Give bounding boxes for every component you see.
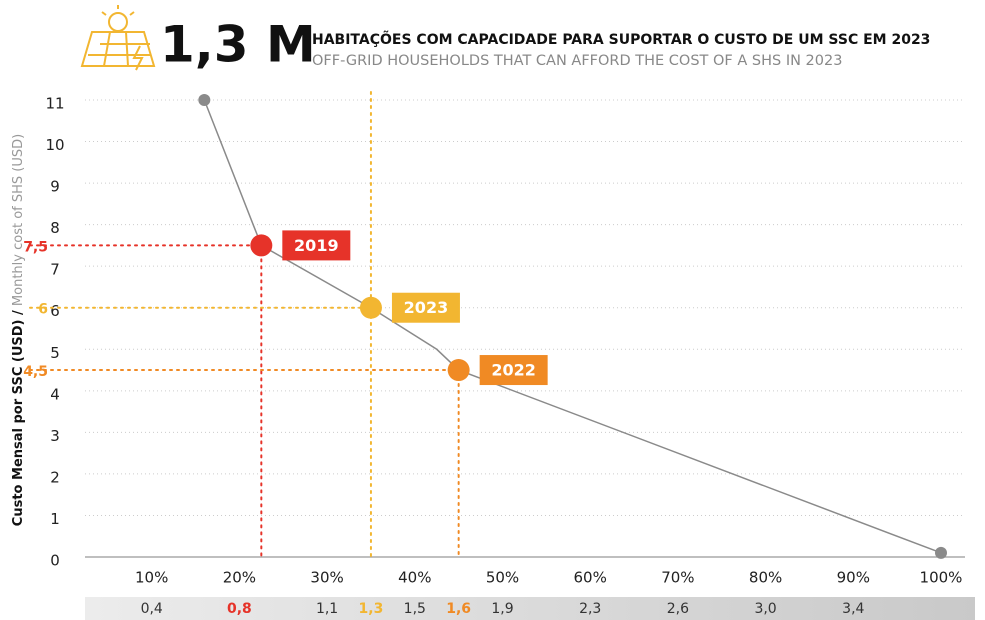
y-tick-label: 10 xyxy=(45,136,64,154)
y-axis-title-en: Monthly cost of SHS (USD) xyxy=(11,134,26,306)
bottom-label: 1,6 xyxy=(446,601,471,617)
x-tick-label: 100% xyxy=(920,569,963,587)
solar-icon xyxy=(80,5,156,71)
y-tick-label: 7 xyxy=(50,261,60,279)
year-label: 2019 xyxy=(294,236,339,255)
y-tick-label: 2 xyxy=(50,468,60,486)
y-axis-title: Custo Mensal por SSC (USD) / Monthly cos… xyxy=(11,134,26,526)
y-axis-title-pt: Custo Mensal por SSC (USD) / xyxy=(11,310,26,526)
line xyxy=(203,99,942,554)
highlight-y-label: 6 xyxy=(38,302,48,318)
bottom-label: 2,3 xyxy=(579,601,601,617)
end-point xyxy=(198,94,211,106)
chart-title: HABITAÇÕES COM CAPACIDADE PARA SUPORTAR … xyxy=(312,30,930,48)
bottom-label: 3,4 xyxy=(842,601,864,617)
bottom-label: 1,3 xyxy=(359,601,384,617)
y-tick-label: 3 xyxy=(50,427,60,445)
highlight-y-label: 4,5 xyxy=(23,364,48,380)
year-label: 2022 xyxy=(491,361,536,380)
bottom-label: 1,9 xyxy=(491,601,513,617)
headline: 1,3 M xyxy=(160,16,316,74)
highlight-point xyxy=(250,234,273,257)
x-tick-label: 50% xyxy=(486,569,519,587)
x-tick-label: 60% xyxy=(574,569,607,587)
bottom-label: 3,0 xyxy=(754,601,776,617)
bottom-label: 2,6 xyxy=(667,601,689,617)
y-tick-label: 1 xyxy=(50,510,60,528)
y-tick-label: 9 xyxy=(50,178,60,196)
highlight-y-label: 7,5 xyxy=(23,239,48,255)
y-tick-label: 0 xyxy=(50,552,60,570)
bottom-band xyxy=(85,597,975,620)
highlight-point xyxy=(359,296,382,319)
x-tick-label: 80% xyxy=(749,569,782,587)
y-tick-label: 8 xyxy=(50,219,60,237)
bottom-label: 0,4 xyxy=(141,601,163,617)
bottom-label: 1,1 xyxy=(316,601,338,617)
year-box xyxy=(391,292,460,323)
bottom-label: 0,8 xyxy=(227,601,252,617)
x-tick-label: 40% xyxy=(398,569,431,587)
y-tick-label: 5 xyxy=(50,344,60,362)
x-tick-label: 20% xyxy=(223,569,256,587)
y-tick-label: 4 xyxy=(50,385,60,403)
chart-subtitle: OFF-GRID HOUSEHOLDS THAT CAN AFFORD THE … xyxy=(312,53,842,69)
x-tick-label: 70% xyxy=(661,569,694,587)
year-label: 2023 xyxy=(404,298,449,317)
end-point xyxy=(935,546,947,559)
year-box xyxy=(479,355,548,386)
y-tick-label: 6 xyxy=(50,302,60,320)
y-tick-label: 11 xyxy=(45,95,64,113)
x-tick-label: 10% xyxy=(135,569,168,587)
year-box xyxy=(282,230,351,261)
highlight-point xyxy=(447,359,470,382)
x-tick-label: 90% xyxy=(837,569,870,587)
bottom-label: 1,5 xyxy=(404,601,426,617)
x-tick-label: 30% xyxy=(310,569,343,587)
